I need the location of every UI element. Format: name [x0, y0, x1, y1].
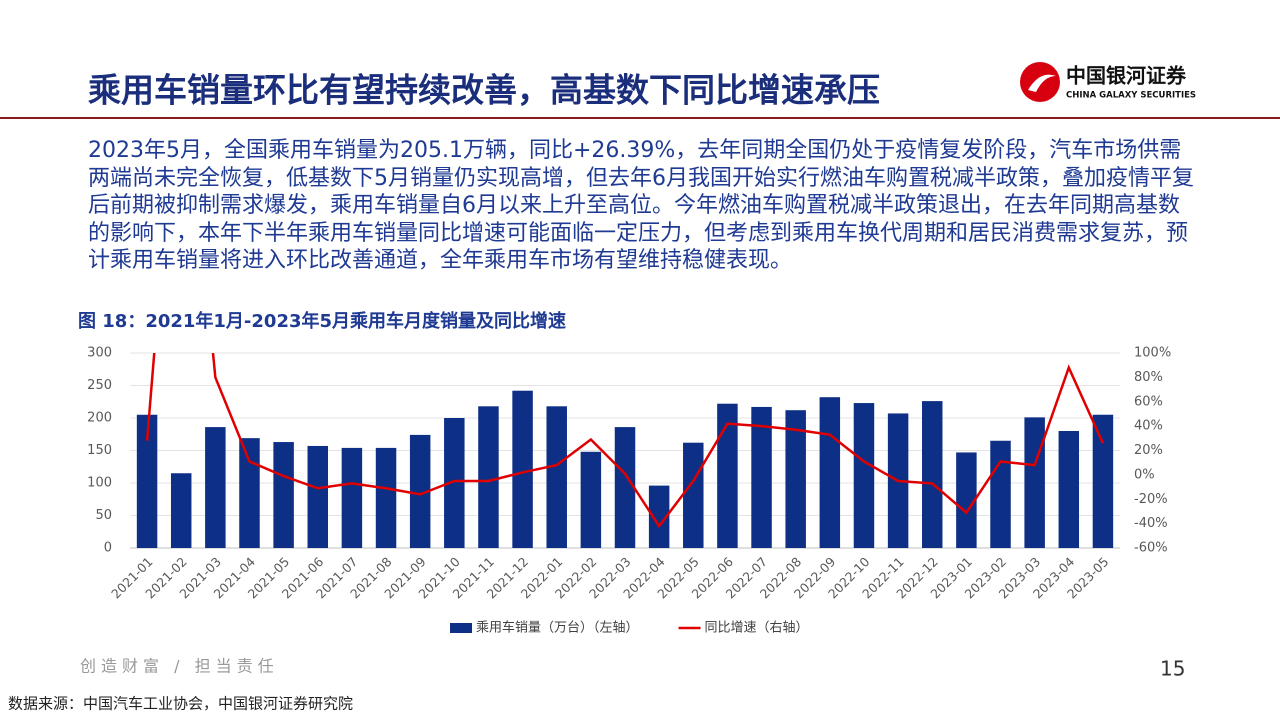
bar [1024, 417, 1045, 548]
bar [1092, 414, 1114, 548]
legend-label: 乘用车销量（万台）（左轴） [476, 620, 639, 636]
bar [136, 414, 158, 548]
y-tick-label: 300 [87, 346, 112, 361]
bar [205, 427, 226, 548]
slogan: 创造财富 / 担当责任 [80, 657, 279, 676]
bar [273, 442, 294, 548]
bar [444, 418, 465, 548]
y-tick-label: 50 [95, 508, 112, 523]
y-tick-label: 200 [87, 411, 112, 426]
y2-tick-label: -60% [1134, 541, 1168, 556]
y-tick-label: 100 [87, 476, 112, 491]
bar [341, 447, 363, 548]
y2-tick-label: 100% [1134, 346, 1171, 361]
bar [170, 473, 192, 548]
logo-english: CHINA GALAXY SECURITIES [1066, 91, 1196, 101]
bar [375, 447, 397, 548]
chart-title: 图 18：2021年1月-2023年5月乘用车月度销量及同比增速 [78, 310, 566, 332]
bar [683, 442, 704, 548]
plot-area [136, 353, 1114, 548]
line [145, 353, 1105, 529]
bar [546, 406, 567, 548]
y-tick-label: 0 [104, 541, 112, 556]
page-number: 15 [1160, 657, 1185, 681]
paragraph: 2023年5月，全国乘用车销量为205.1万辆，同比+26.39%，去年同期全国… [88, 138, 1194, 273]
y2-tick-label: 80% [1134, 370, 1163, 385]
bar [478, 406, 499, 548]
logo-swirl [1028, 74, 1056, 92]
bar [751, 406, 772, 548]
y2-tick-label: 0% [1134, 467, 1155, 482]
bar [785, 410, 806, 548]
bar [409, 434, 431, 548]
bar [853, 403, 875, 548]
logo-name: 中国银河证券 [1066, 64, 1187, 88]
bar [614, 427, 636, 548]
source: 数据来源：中国汽车工业协会，中国银河证券研究院 [8, 695, 353, 713]
y2-tick-label: 40% [1134, 419, 1163, 434]
y-tick-label: 150 [87, 443, 112, 458]
y2-tick-label: -40% [1134, 516, 1168, 531]
legend-swatch [450, 623, 472, 633]
bar [512, 390, 533, 548]
bar [990, 440, 1011, 548]
y2-tick-label: 60% [1134, 394, 1163, 409]
y2-tick-label: 20% [1134, 443, 1163, 458]
bar [1058, 431, 1080, 548]
bar [956, 452, 977, 548]
slide-title: 乘用车销量环比有望持续改善，高基数下同比增速承压 [88, 71, 880, 110]
bar [717, 403, 738, 548]
bar [239, 438, 260, 548]
y-tick-label: 250 [87, 378, 112, 393]
legend-label: 同比增速（右轴） [705, 621, 809, 636]
bar [922, 401, 943, 548]
bar [648, 485, 670, 548]
bar [819, 397, 841, 548]
bar [307, 445, 328, 548]
y2-tick-label: -20% [1134, 492, 1168, 507]
bar [580, 451, 602, 548]
